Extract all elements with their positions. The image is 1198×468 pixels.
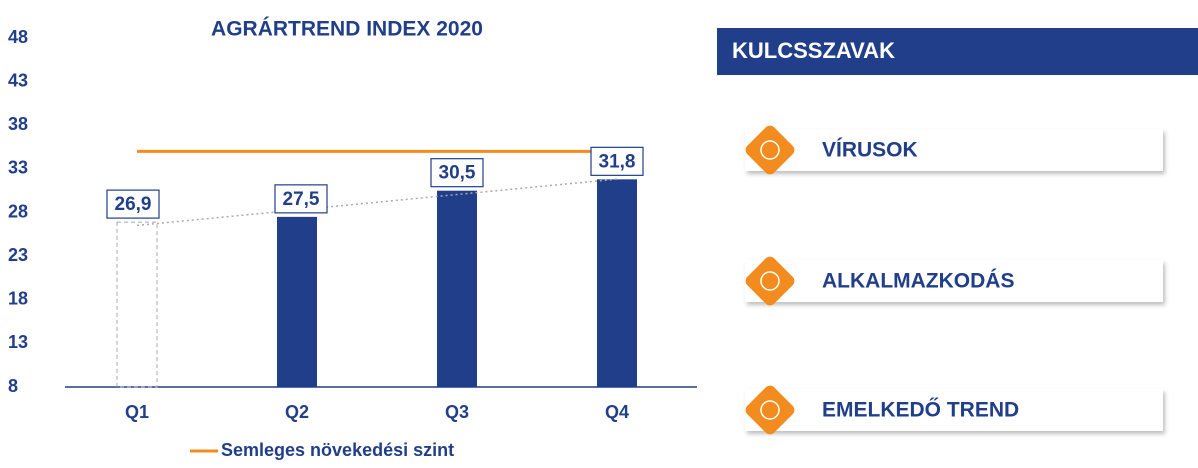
y-tick-label: 23 (8, 245, 28, 265)
value-label: 30,5 (439, 163, 476, 184)
y-tick-label: 33 (8, 158, 28, 178)
keyword-icon (745, 256, 795, 306)
x-tick-label: Q2 (285, 402, 309, 422)
keyword-label: EMELKEDŐ TREND (822, 399, 1019, 422)
keyword-label: ALKALMAZKODÁS (822, 270, 1014, 293)
keyword-card (745, 129, 1163, 171)
value-label-box (590, 146, 644, 176)
y-tick-label: 43 (8, 70, 28, 90)
x-tick-label: Q3 (445, 402, 469, 422)
y-tick-label: 38 (8, 114, 28, 134)
trend-line (136, 178, 618, 227)
keyword-icon (745, 385, 795, 435)
keyword-card (745, 389, 1163, 431)
keywords-header (717, 28, 1198, 75)
value-label-box (430, 158, 484, 188)
value-label: 26,9 (115, 194, 152, 215)
y-tick-label: 28 (8, 201, 28, 221)
y-tick-label: 8 (8, 376, 18, 396)
value-label-box (106, 189, 160, 219)
keyword-icon-glyph (760, 400, 780, 420)
x-tick-label: Q1 (125, 402, 149, 422)
value-label: 31,8 (599, 151, 636, 172)
value-label: 27,5 (283, 189, 320, 210)
bar (437, 190, 477, 387)
bar (116, 221, 158, 388)
chart-title: AGRÁRTREND INDEX 2020 (211, 18, 483, 41)
keyword-icon (745, 125, 795, 175)
keyword-card (745, 260, 1163, 302)
keywords-title: KULCSSZAVAK (732, 38, 895, 63)
y-tick-label: 18 (8, 289, 28, 309)
x-tick-label: Q4 (605, 402, 629, 422)
bar (277, 216, 317, 387)
keyword-icon-glyph (760, 140, 780, 160)
legend-label: Semleges növekedési szint (221, 440, 454, 460)
keyword-icon-glyph (760, 271, 780, 291)
value-label-box (274, 184, 328, 214)
y-tick-label: 13 (8, 332, 28, 352)
bar (597, 179, 637, 387)
y-tick-label: 48 (8, 27, 28, 47)
keyword-label: VÍRUSOK (822, 139, 918, 162)
